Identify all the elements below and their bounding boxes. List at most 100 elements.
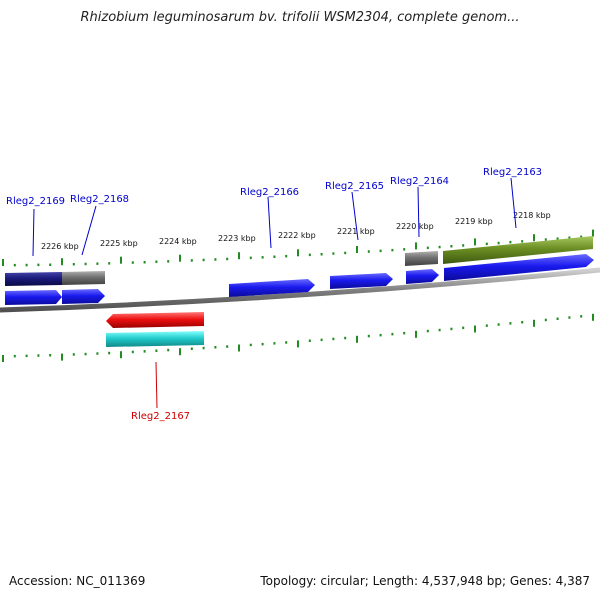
leader-rleg2-2169 [32, 208, 35, 257]
lower-ruler-minor-tick [462, 326, 465, 330]
lower-ruler-minor-tick [202, 346, 205, 350]
upper-ruler-minor-tick [25, 263, 28, 267]
gene-arrow-rleg2-2168[interactable] [62, 289, 105, 304]
lower-ruler-minor-tick [214, 346, 217, 349]
lower-ruler-minor-tick [273, 342, 276, 345]
upper-ruler-minor-tick [202, 258, 205, 262]
upper-ruler-minor-tick [37, 263, 40, 267]
upper-ruler [2, 229, 594, 267]
ruler-label-2218: 2218 kbp [513, 211, 551, 220]
upper-ruler-minor-tick [273, 255, 276, 258]
upper-ruler-major-tick [61, 258, 63, 266]
lower-ruler-major-tick [2, 355, 4, 362]
lower-ruler-major-tick [238, 344, 240, 352]
upper-ruler-minor-tick [49, 263, 52, 266]
gene-track-forward [5, 254, 594, 305]
gene-label-rleg2-2167[interactable]: Rleg2_2167 [131, 411, 190, 422]
upper-ruler-minor-tick [485, 242, 488, 246]
upper-ruler-minor-tick [261, 256, 264, 259]
lower-ruler-minor-tick [167, 348, 170, 352]
upper-ruler-minor-tick [462, 244, 465, 247]
lower-ruler-minor-tick [367, 334, 370, 338]
gene-arrow-rleg2-2169[interactable] [5, 290, 62, 305]
gene-arrow-rleg2-2165[interactable] [330, 273, 393, 289]
upper-ruler-minor-tick [450, 245, 453, 248]
ruler-label-2222: 2222 kbp [278, 231, 316, 240]
lower-ruler-minor-tick [108, 351, 111, 355]
upper-ruler-major-tick [2, 259, 4, 266]
lower-ruler-minor-tick [485, 324, 488, 327]
upper-ruler-minor-tick [426, 246, 429, 250]
lower-ruler-minor-tick [497, 323, 500, 326]
lower-ruler-minor-tick [72, 353, 75, 356]
lower-ruler-minor-tick [285, 341, 288, 344]
lower-ruler-minor-tick [320, 338, 323, 342]
lower-ruler-minor-tick [143, 350, 146, 353]
upper-ruler-major-tick [238, 252, 240, 260]
feature-bar-gray-2[interactable] [405, 251, 438, 266]
feature-bar-navy[interactable] [5, 272, 62, 286]
gene-label-rleg2-2166[interactable]: Rleg2_2166 [240, 187, 299, 198]
gene-label-rleg2-2168[interactable]: Rleg2_2168 [70, 194, 129, 205]
lower-ruler-major-tick [533, 319, 535, 327]
upper-ruler-major-tick [533, 234, 535, 242]
lower-ruler-minor-tick [450, 327, 453, 331]
gene-arrow-rleg2-2164[interactable] [406, 269, 439, 284]
lower-ruler-minor-tick [37, 354, 40, 357]
leader-rleg2-2164 [417, 186, 420, 238]
lower-ruler-major-tick [474, 325, 476, 333]
upper-ruler-minor-tick [308, 253, 311, 257]
feature-track-upper [5, 236, 593, 286]
upper-ruler-minor-tick [403, 248, 406, 251]
upper-ruler-minor-tick [580, 235, 583, 239]
lower-ruler-minor-tick [190, 347, 193, 350]
upper-ruler-minor-tick [108, 262, 111, 265]
upper-ruler-minor-tick [509, 240, 512, 244]
leader-rleg2-2163 [510, 177, 517, 229]
upper-ruler-minor-tick [72, 263, 75, 266]
upper-ruler-minor-tick [214, 258, 217, 261]
gene-label-rleg2-2163[interactable]: Rleg2_2163 [483, 167, 542, 178]
ruler-label-2219: 2219 kbp [455, 217, 493, 226]
upper-ruler-minor-tick [13, 263, 16, 267]
feature-bar-olive[interactable] [443, 236, 593, 264]
upper-ruler-minor-tick [521, 240, 524, 243]
upper-ruler-minor-tick [143, 261, 146, 264]
leader-rleg2-2168 [81, 205, 97, 256]
upper-ruler-minor-tick [556, 237, 559, 240]
upper-ruler-minor-tick [167, 260, 170, 263]
lower-ruler-minor-tick [49, 354, 52, 357]
upper-ruler-major-tick [415, 242, 417, 250]
lower-ruler-minor-tick [568, 316, 571, 319]
gene-label-rleg2-2169[interactable]: Rleg2_2169 [6, 196, 65, 207]
gene-arrow-rleg2-2166[interactable] [229, 279, 315, 297]
upper-ruler-minor-tick [568, 236, 571, 239]
gene-track-reverse [106, 312, 204, 347]
ruler-label-2220: 2220 kbp [396, 222, 434, 231]
lower-ruler-major-tick [592, 313, 594, 321]
gene-label-rleg2-2164[interactable]: Rleg2_2164 [390, 176, 449, 187]
gene-arrow-rleg2-2163[interactable] [444, 254, 594, 281]
leader-rleg2-2165 [351, 191, 359, 241]
lower-ruler-minor-tick [155, 349, 158, 352]
lower-ruler-minor-tick [308, 339, 311, 342]
feature-bar-gray[interactable] [62, 271, 105, 285]
lower-ruler-minor-tick [96, 352, 99, 355]
genome-summary-text: Topology: circular; Length: 4,537,948 bp… [260, 574, 590, 588]
lower-ruler-minor-tick [379, 333, 382, 337]
upper-ruler-major-tick [297, 249, 299, 257]
lower-ruler-major-tick [120, 351, 122, 359]
gene-arrow-rleg2-2167[interactable] [106, 312, 204, 328]
upper-ruler-major-tick [474, 238, 476, 246]
gene-label-rleg2-2165[interactable]: Rleg2_2165 [325, 181, 384, 192]
upper-ruler-minor-tick [320, 253, 323, 256]
lower-ruler-minor-tick [332, 337, 335, 341]
upper-ruler-major-tick [592, 229, 594, 237]
lower-ruler-major-tick [297, 340, 299, 348]
upper-ruler-minor-tick [391, 248, 394, 252]
rna-bar-teal[interactable] [106, 331, 204, 347]
lower-ruler-minor-tick [261, 342, 264, 346]
upper-ruler-major-tick [356, 246, 358, 253]
map-title: Rhizobium leguminosarum bv. trifolii WSM… [80, 10, 520, 25]
